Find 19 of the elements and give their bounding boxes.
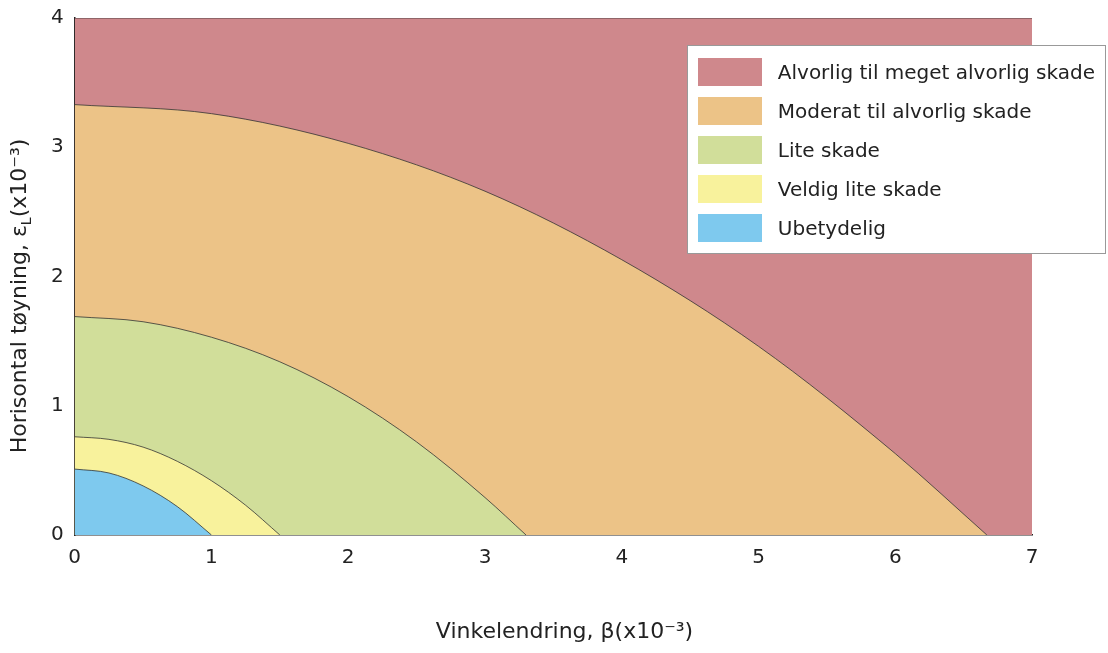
y-tick-label: 4 <box>50 4 64 29</box>
legend-label: Moderat til alvorlig skade <box>777 98 1032 123</box>
legend-label: Alvorlig til meget alvorlig skade <box>777 59 1095 84</box>
x-tick-label: 6 <box>888 544 902 569</box>
x-tick-label: 5 <box>752 544 765 569</box>
y-tick-label: 1 <box>50 391 64 416</box>
x-tick-label: 4 <box>615 544 629 569</box>
x-tick-label: 3 <box>478 544 492 569</box>
x-tick-label: 1 <box>205 544 218 569</box>
legend-label: Veldig lite skade <box>777 176 942 201</box>
legend-label: Ubetydelig <box>777 215 886 240</box>
legend-label: Lite skade <box>777 137 880 162</box>
y-tick-label: 3 <box>50 133 64 158</box>
x-axis-title: Vinkelendring, β(x10⁻³) <box>434 618 695 643</box>
y-tick-label: 2 <box>50 262 64 287</box>
x-tick-label: 2 <box>341 544 355 569</box>
x-tick-label: 7 <box>1025 544 1039 569</box>
y-tick-label: 0 <box>50 521 64 546</box>
x-tick-label: 0 <box>68 544 82 569</box>
